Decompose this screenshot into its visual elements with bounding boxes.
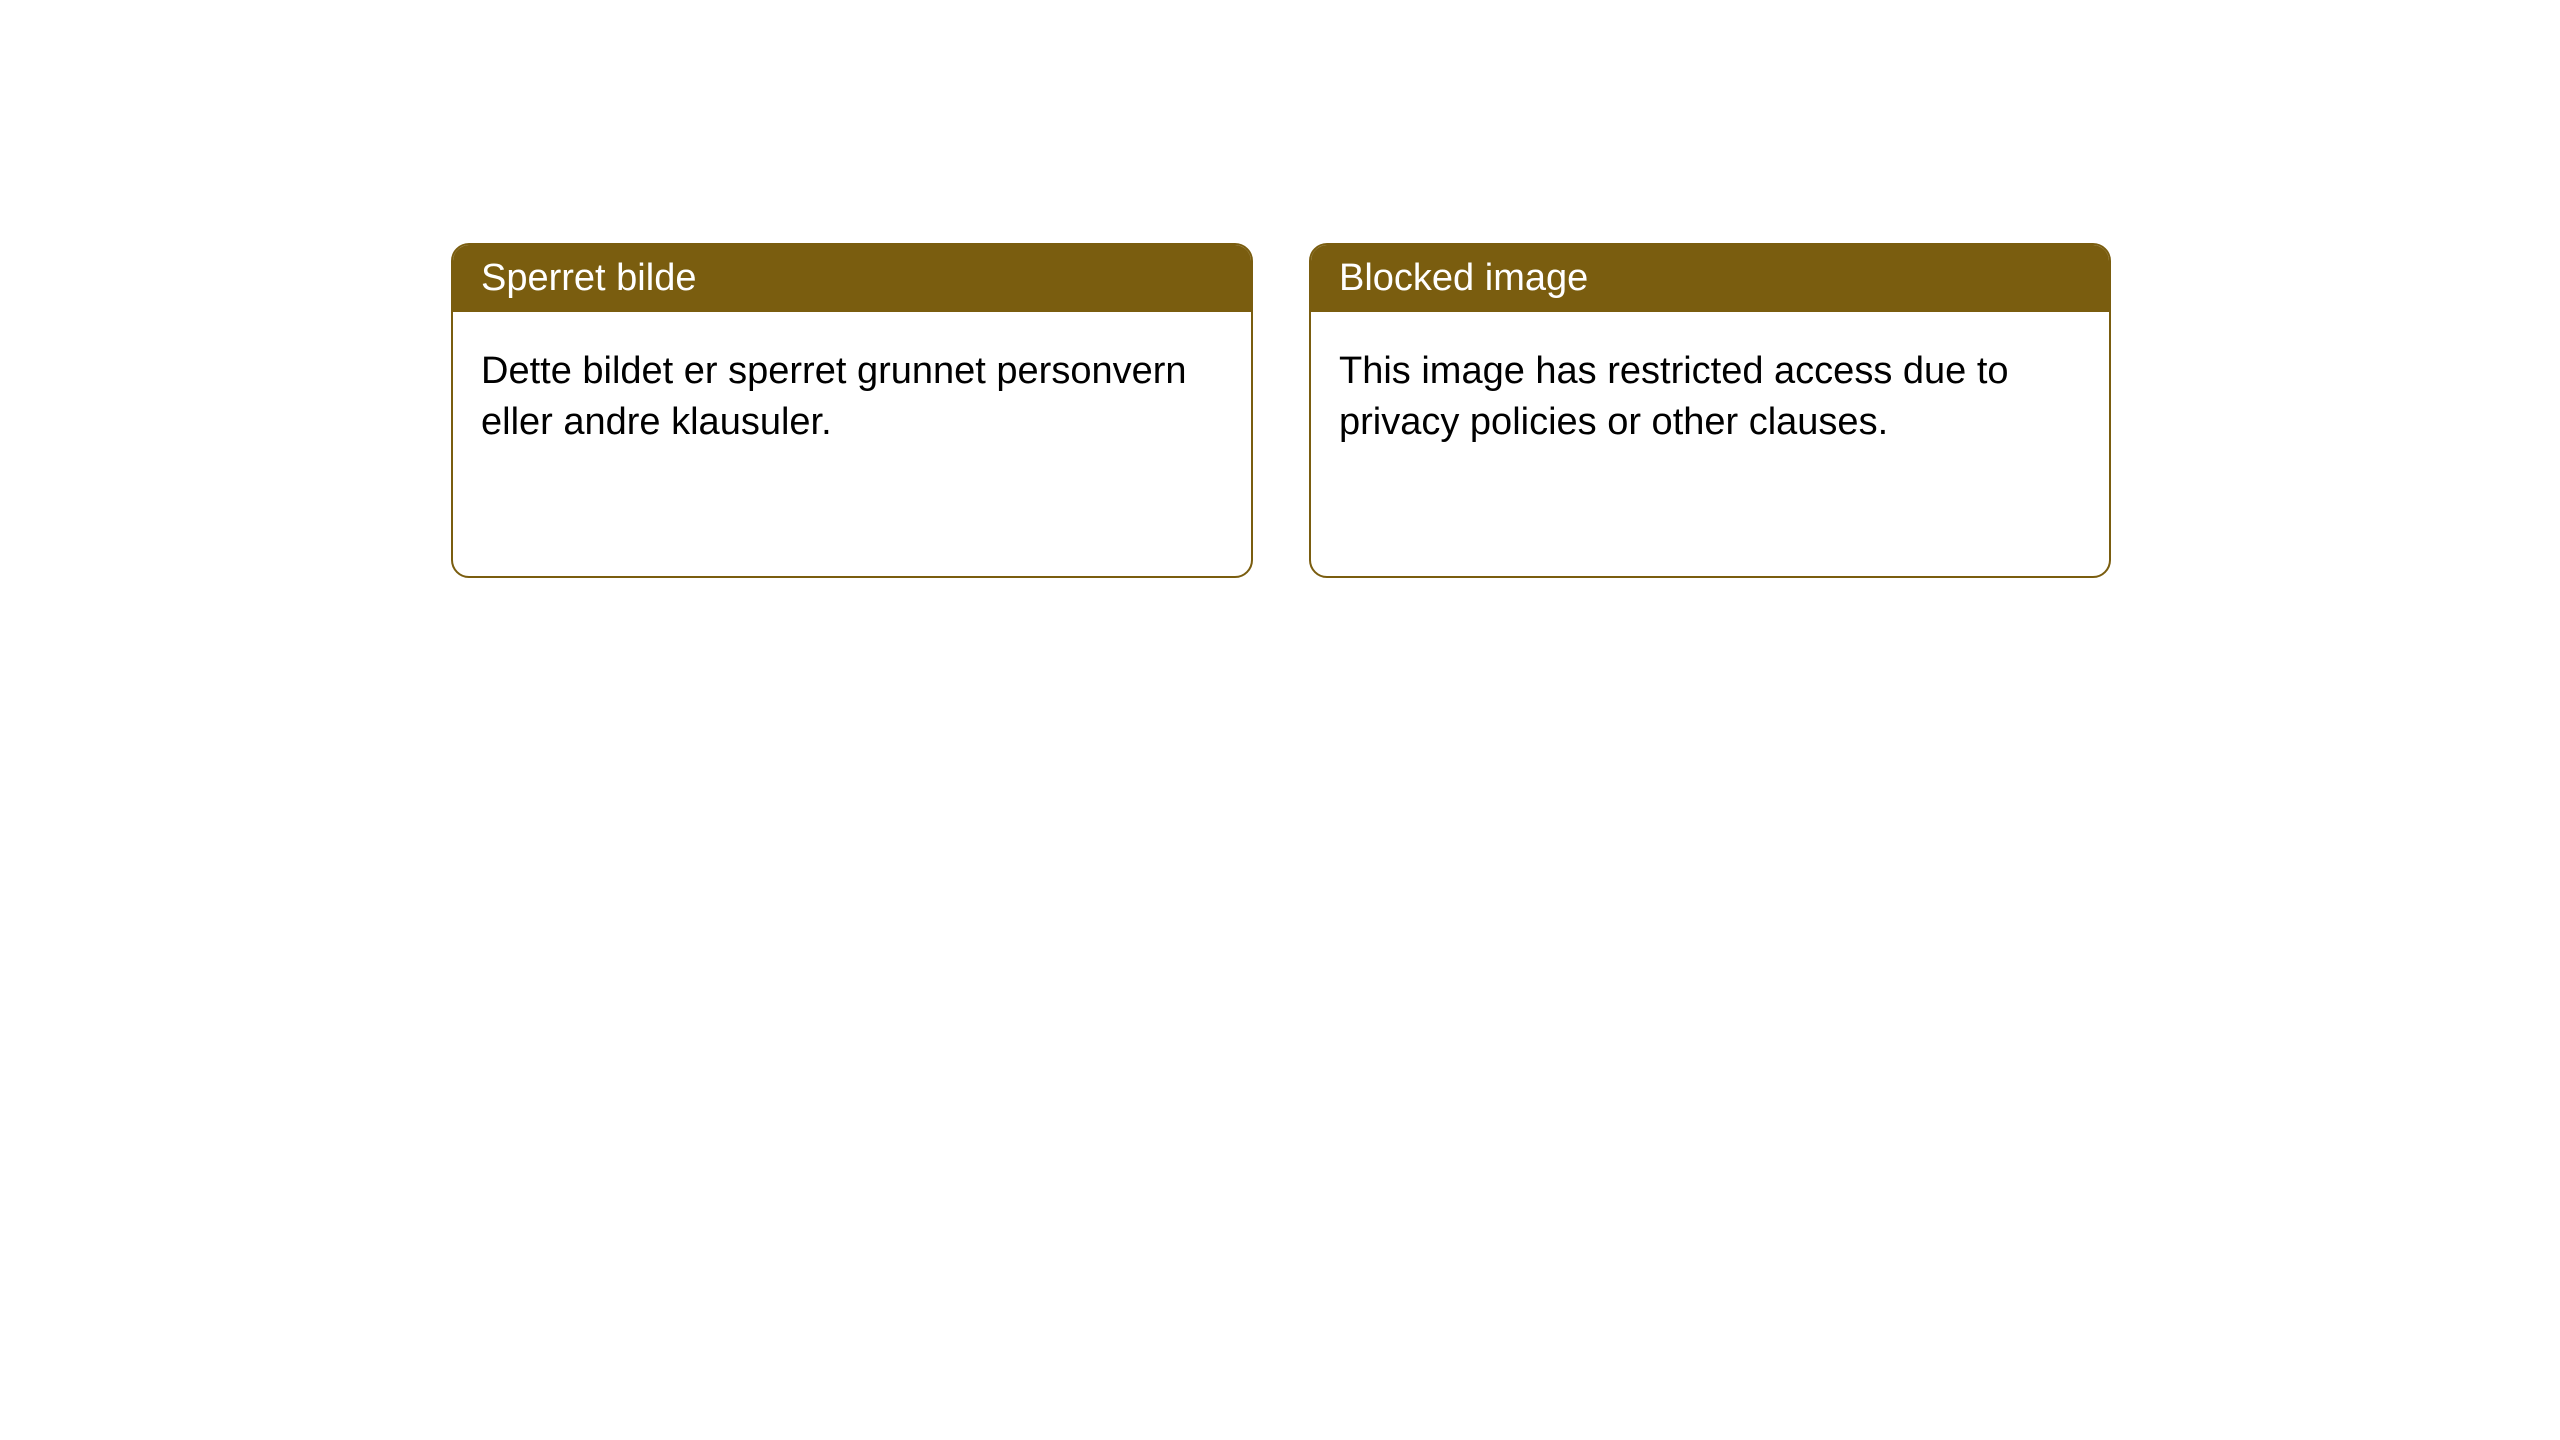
card-body-en: This image has restricted access due to …: [1311, 312, 2109, 483]
card-body-no: Dette bildet er sperret grunnet personve…: [453, 312, 1251, 483]
notice-container: Sperret bilde Dette bildet er sperret gr…: [0, 0, 2560, 578]
card-header-no: Sperret bilde: [453, 245, 1251, 312]
blocked-image-card-en: Blocked image This image has restricted …: [1309, 243, 2111, 578]
blocked-image-card-no: Sperret bilde Dette bildet er sperret gr…: [451, 243, 1253, 578]
card-header-en: Blocked image: [1311, 245, 2109, 312]
